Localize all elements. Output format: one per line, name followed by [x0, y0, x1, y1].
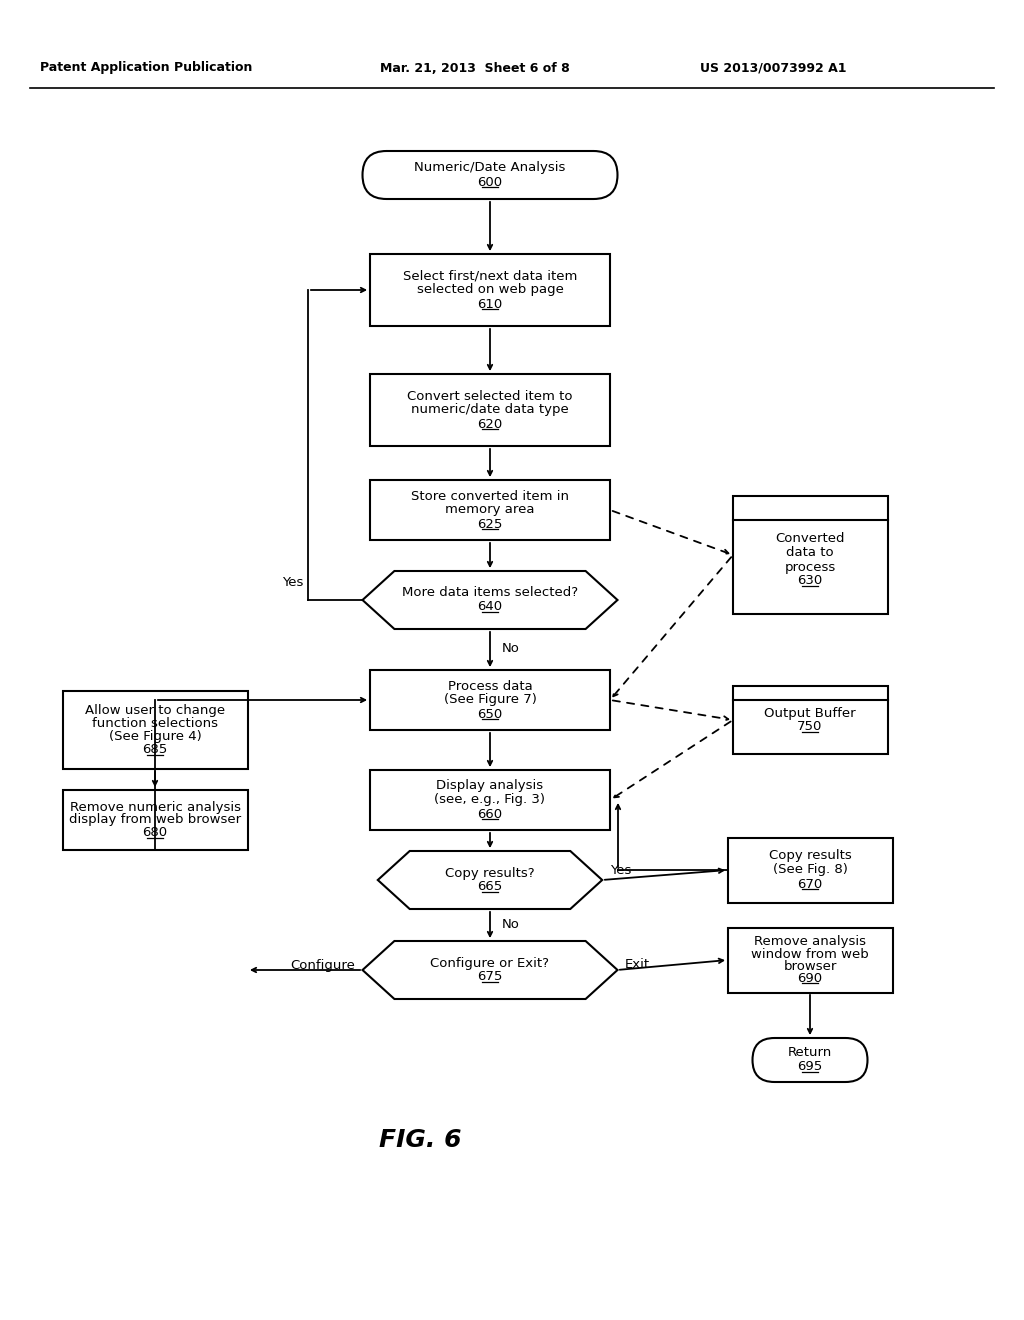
Text: Display analysis: Display analysis	[436, 780, 544, 792]
Text: Remove analysis: Remove analysis	[754, 936, 866, 949]
Polygon shape	[362, 941, 617, 999]
Text: Patent Application Publication: Patent Application Publication	[40, 62, 252, 74]
Text: memory area: memory area	[445, 503, 535, 516]
Text: selected on web page: selected on web page	[417, 284, 563, 297]
Text: Select first/next data item: Select first/next data item	[402, 269, 578, 282]
FancyBboxPatch shape	[370, 374, 610, 446]
FancyBboxPatch shape	[370, 671, 610, 730]
Text: Configure: Configure	[290, 958, 355, 972]
Text: 600: 600	[477, 176, 503, 189]
Text: (see, e.g., Fig. 3): (see, e.g., Fig. 3)	[434, 793, 546, 807]
FancyBboxPatch shape	[370, 770, 610, 830]
Text: 660: 660	[477, 808, 503, 821]
Text: Yes: Yes	[282, 576, 303, 589]
Text: window from web: window from web	[752, 948, 869, 961]
Text: data to: data to	[786, 546, 834, 560]
FancyBboxPatch shape	[62, 789, 248, 850]
Polygon shape	[378, 851, 602, 909]
Text: Yes: Yes	[610, 863, 632, 876]
Text: 690: 690	[798, 972, 822, 985]
Text: numeric/date data type: numeric/date data type	[411, 404, 569, 417]
Text: Configure or Exit?: Configure or Exit?	[430, 957, 550, 969]
Text: (See Fig. 8): (See Fig. 8)	[772, 863, 848, 876]
Text: Convert selected item to: Convert selected item to	[408, 389, 572, 403]
Text: Return: Return	[787, 1047, 833, 1060]
FancyBboxPatch shape	[62, 690, 248, 770]
Text: 650: 650	[477, 708, 503, 721]
Text: 610: 610	[477, 297, 503, 310]
Text: Copy results?: Copy results?	[445, 866, 535, 879]
Text: display from web browser: display from web browser	[69, 813, 241, 826]
FancyBboxPatch shape	[370, 253, 610, 326]
FancyBboxPatch shape	[370, 480, 610, 540]
Text: process: process	[784, 561, 836, 573]
Text: Output Buffer: Output Buffer	[764, 706, 856, 719]
Text: Exit: Exit	[625, 958, 650, 972]
Text: 620: 620	[477, 417, 503, 430]
Text: 625: 625	[477, 517, 503, 531]
Text: Process data: Process data	[447, 680, 532, 693]
Text: Allow user to change: Allow user to change	[85, 704, 225, 717]
FancyBboxPatch shape	[732, 496, 888, 614]
Text: No: No	[502, 643, 520, 656]
Text: More data items selected?: More data items selected?	[402, 586, 579, 599]
Text: US 2013/0073992 A1: US 2013/0073992 A1	[700, 62, 847, 74]
Text: (See Figure 4): (See Figure 4)	[109, 730, 202, 743]
Polygon shape	[362, 572, 617, 630]
Text: Converted: Converted	[775, 532, 845, 545]
Text: 670: 670	[798, 878, 822, 891]
Text: Mar. 21, 2013  Sheet 6 of 8: Mar. 21, 2013 Sheet 6 of 8	[380, 62, 569, 74]
FancyBboxPatch shape	[732, 686, 888, 754]
Text: 685: 685	[142, 743, 168, 756]
Text: (See Figure 7): (See Figure 7)	[443, 693, 537, 706]
Text: 665: 665	[477, 880, 503, 894]
FancyBboxPatch shape	[753, 1038, 867, 1082]
Text: Numeric/Date Analysis: Numeric/Date Analysis	[415, 161, 565, 174]
Text: 675: 675	[477, 970, 503, 983]
Text: 630: 630	[798, 574, 822, 587]
Text: 680: 680	[142, 826, 168, 840]
Text: Store converted item in: Store converted item in	[411, 490, 569, 503]
Text: 640: 640	[477, 601, 503, 614]
Text: FIG. 6: FIG. 6	[379, 1129, 461, 1152]
FancyBboxPatch shape	[727, 837, 893, 903]
Text: 750: 750	[798, 721, 822, 734]
Text: Remove numeric analysis: Remove numeric analysis	[70, 800, 241, 813]
Text: No: No	[502, 919, 520, 932]
Text: function selections: function selections	[92, 717, 218, 730]
FancyBboxPatch shape	[727, 928, 893, 993]
Text: browser: browser	[783, 960, 837, 973]
FancyBboxPatch shape	[362, 150, 617, 199]
Text: 695: 695	[798, 1060, 822, 1073]
Text: Copy results: Copy results	[769, 850, 851, 862]
